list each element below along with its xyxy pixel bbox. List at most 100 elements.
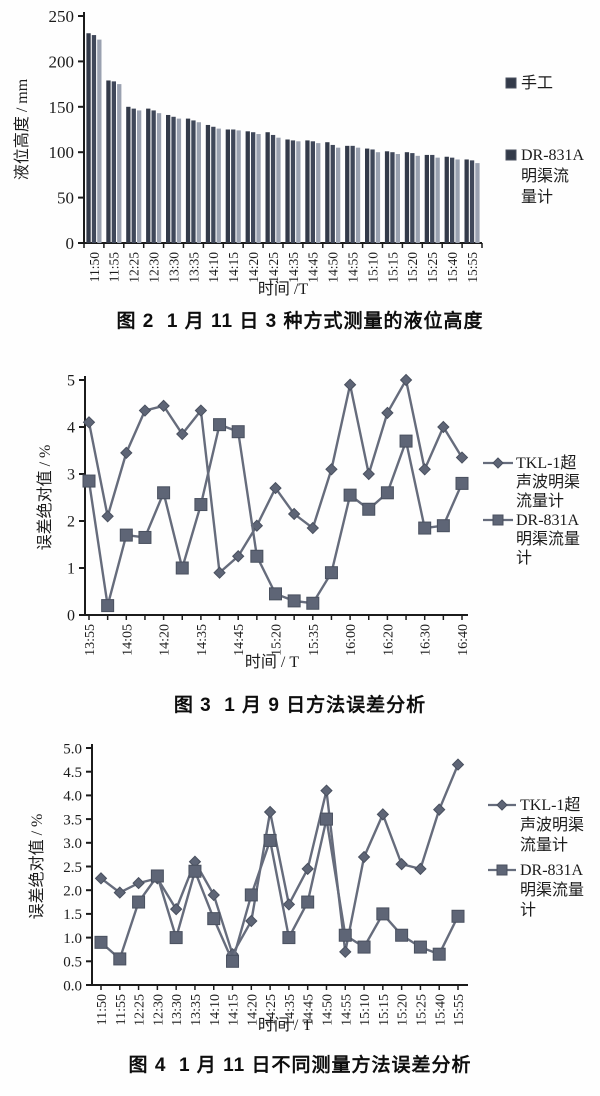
square-marker [413,940,427,954]
square-marker [213,418,227,432]
x-tick-label: 14:55 [346,252,361,283]
series-line [100,764,460,958]
bar [435,157,440,243]
square-marker [226,954,240,968]
square-marker [287,594,301,608]
bar [171,116,176,243]
jan9-error-line-chart: 0 1 2 3 4 5 13:55 14:05 14:20 14:35 14:45 15:20 15:3… [36,373,580,671]
square-marker [169,931,183,945]
bar [395,154,400,243]
x-tick-label: 16:00 [344,624,359,656]
y-tick-label: 3.5 [63,812,82,828]
legend-label: 计 [520,901,536,919]
bar [225,129,230,243]
diamond-marker [132,876,145,890]
bar [455,159,460,243]
diamond-marker [301,862,314,876]
legend-label: 明渠流量 [520,881,584,899]
legend-diamond-marker [496,799,508,811]
series-line [87,423,464,606]
square-marker [157,486,171,500]
diamond-marker [437,420,450,434]
bar [151,110,156,243]
bar [205,124,211,243]
x-tick-label: 14:20 [158,624,173,656]
diamond-marker [138,404,152,417]
x-tick-label: 14:20 [246,252,261,283]
bar [430,154,435,243]
diamond-marker [263,805,277,819]
x-tick-label: 15:55 [452,994,467,1026]
y-tick-label: 2 [67,514,75,531]
square-marker [282,931,296,945]
x-tick-label: 15:35 [307,624,322,656]
legend-label: DR-831A [521,147,585,164]
x-tick-label: 14:55 [339,994,354,1026]
x-tick-label: 13:30 [170,994,185,1026]
x-tick-label: 14:25 [264,994,279,1026]
diamond-marker [120,446,133,460]
figure-3-caption: 图 3 1 月 9 日方法误差分析 [173,695,427,716]
bar [131,108,136,243]
diamond-marker [339,945,352,959]
x-tick-label: 15:15 [385,252,400,283]
x-tick-label: 14:50 [321,994,336,1026]
bar [156,113,162,243]
x-tick-label: 15:40 [433,994,448,1026]
bar [310,141,315,243]
legend-square-marker [496,864,508,876]
bar [86,33,91,243]
diamond-marker [213,566,226,579]
bar [111,81,116,243]
diamond-marker [451,758,465,771]
x-axis-title: 时间 / T [258,1016,312,1034]
bar [325,142,330,243]
square-marker [132,895,146,909]
x-tick-label: 15:10 [365,252,380,283]
y-tick-label: 3 [67,467,75,484]
square-marker [150,869,164,883]
x-tick-label: 12:25 [127,252,142,283]
diamond-marker [343,378,357,391]
bar [211,126,216,243]
y-tick-label: 5 [67,373,75,390]
y-tick-label: 250 [49,7,75,26]
y-tick-label: 150 [49,98,75,117]
square-marker [432,947,446,961]
x-tick-label: 12:25 [133,994,148,1026]
figure-2-caption: 图 2 1 月 11 日 3 种方式测量的液位高度 [116,311,484,332]
bar [176,118,182,243]
diamond-marker [282,898,296,911]
square-marker [250,549,264,563]
bar [231,129,236,243]
legend-label: 声波明渠 [520,816,584,834]
bar [166,114,171,243]
square-marker [319,812,333,826]
x-tick-label: 15:20 [405,252,420,283]
legend-label: TKL-1超 [520,796,580,814]
square-marker [231,425,245,439]
bar [285,139,290,243]
square-marker [376,907,390,921]
y-axis-title: 误差绝对值 / % [36,445,54,551]
bar [390,152,395,243]
x-tick-label: 15:25 [425,252,440,283]
figure-2-bar-chart: 0 50 100 150 200 250 11:50 11:55 12:25 12:30 13:30… [0,0,600,352]
bar [117,84,122,243]
bar [106,80,111,243]
x-tick-label: 11:55 [114,994,129,1025]
bar [370,149,375,243]
diamond-marker [362,467,375,481]
y-tick-label: 1.5 [63,907,82,923]
diamond-marker [94,872,108,885]
bar [256,134,261,243]
legend-label: 明渠流 [521,167,569,185]
square-marker [188,864,202,878]
square-marker [343,488,357,502]
square-marker [357,940,371,954]
y-tick-label: 200 [49,52,75,71]
diamond-marker [245,914,258,928]
bar [350,145,355,243]
x-tick-label: 14:45 [232,624,247,656]
square-marker [101,599,115,613]
